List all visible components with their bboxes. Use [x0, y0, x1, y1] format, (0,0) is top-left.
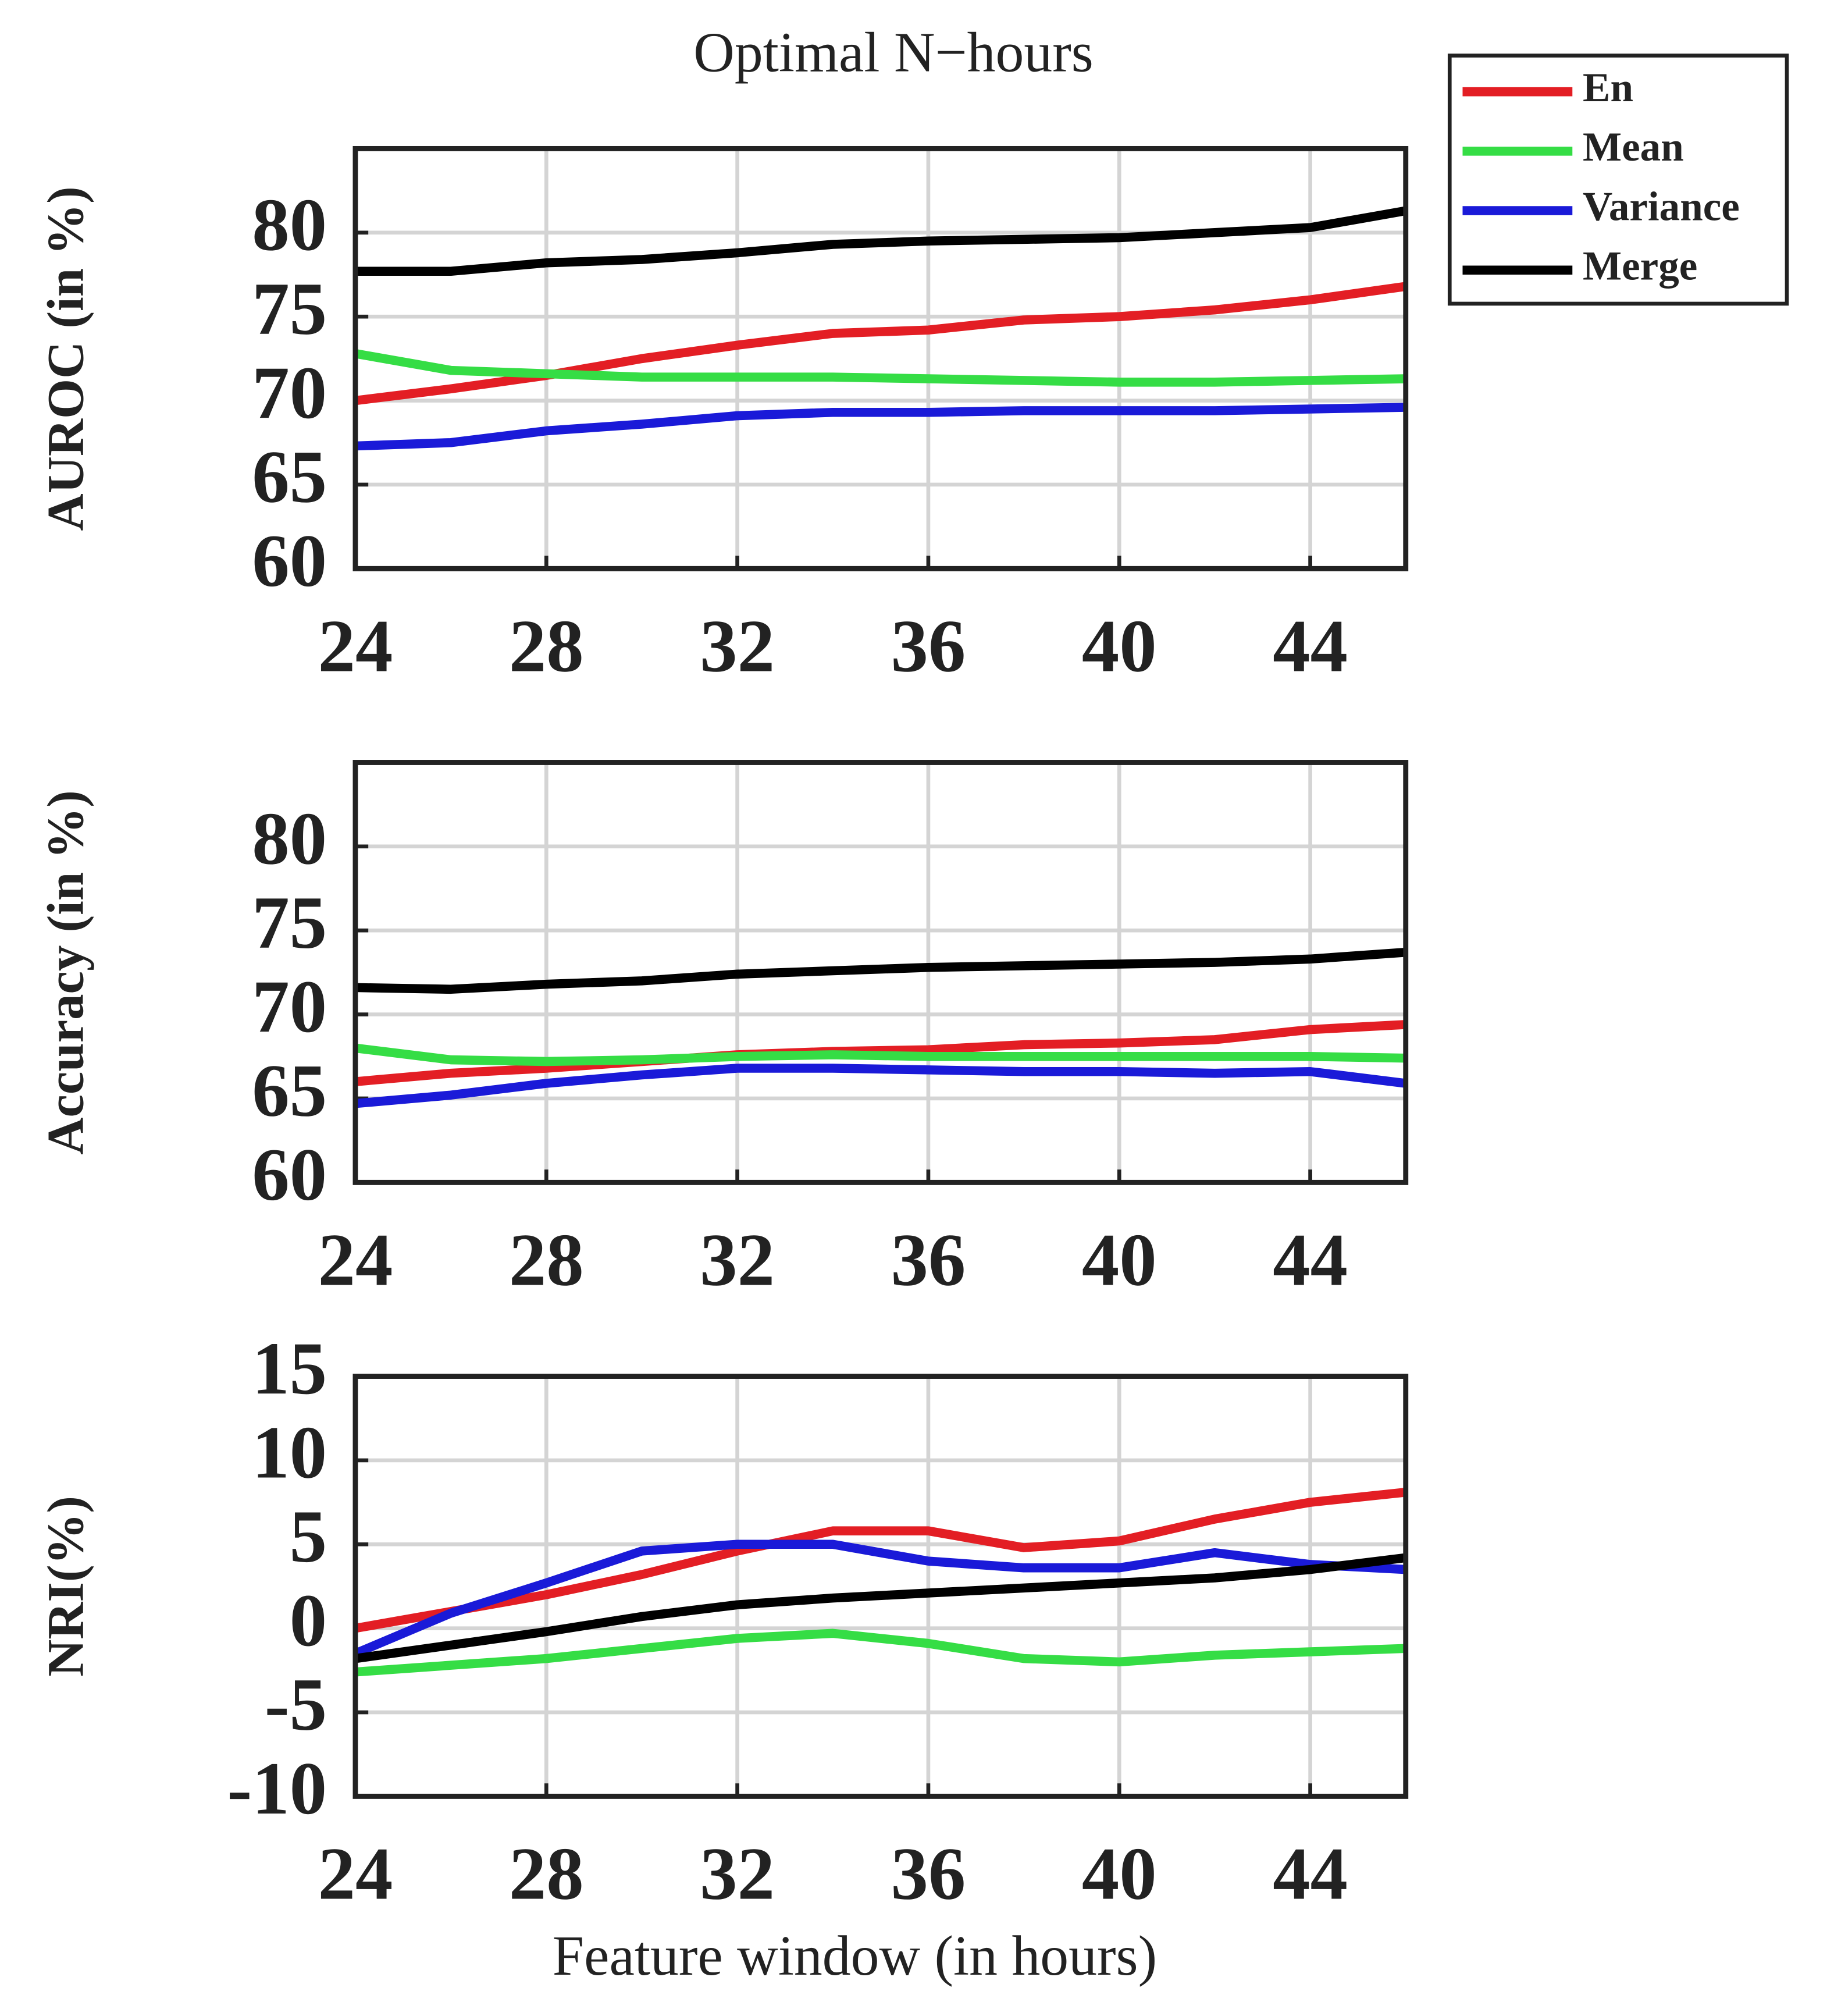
- y-tick-label: 5: [290, 1495, 327, 1578]
- x-tick-label: 40: [1082, 604, 1157, 687]
- series-line: [355, 948, 1406, 994]
- plot-area: [355, 148, 1406, 569]
- legend-label: Variance: [1583, 184, 1740, 229]
- x-tick-label: 44: [1273, 1218, 1348, 1302]
- legend-label: En: [1583, 65, 1633, 111]
- y-tick-label: 70: [252, 351, 327, 434]
- x-tick-label: 24: [318, 1832, 393, 1915]
- y-tick-label: 75: [252, 881, 327, 964]
- plot-frame: [352, 145, 1409, 571]
- series-line: [355, 403, 1406, 451]
- legend-label: Mean: [1583, 125, 1684, 170]
- x-tick-label: 28: [509, 1832, 584, 1915]
- x-tick-label: 36: [891, 604, 966, 687]
- series-line: [354, 349, 1406, 387]
- plot-frame: [352, 760, 1409, 1185]
- legend-box: [1447, 54, 1789, 306]
- y-axis-label: Accuracy (in %): [38, 790, 95, 1155]
- x-tick-label: 24: [318, 1218, 393, 1302]
- y-tick-label: 75: [252, 267, 327, 350]
- series-line: [355, 1020, 1406, 1086]
- x-tick-label: 28: [509, 604, 584, 687]
- chart-title: Optimal N−hours: [693, 21, 1094, 84]
- x-tick-label: 32: [700, 1832, 775, 1915]
- y-tick-label: 0: [290, 1578, 327, 1662]
- x-tick-label: 28: [509, 1218, 584, 1302]
- series-line: [355, 206, 1407, 276]
- x-tick-label: 40: [1082, 1218, 1157, 1302]
- x-tick-label: 44: [1273, 1832, 1348, 1915]
- y-tick-label: 70: [252, 965, 327, 1048]
- plot-frame: [352, 1374, 1409, 1799]
- x-tick-label: 36: [891, 1832, 966, 1915]
- x-tick-label: 36: [891, 1218, 966, 1302]
- plot-area: [355, 1376, 1406, 1797]
- series-line: [353, 1539, 1406, 1658]
- y-tick-label: 15: [252, 1327, 327, 1410]
- series-line: [354, 1488, 1406, 1633]
- y-tick-label: -10: [227, 1747, 327, 1830]
- series-line: [355, 1629, 1406, 1677]
- y-tick-label: 80: [252, 797, 327, 880]
- series-line: [355, 1064, 1406, 1108]
- series-line: [355, 1043, 1406, 1066]
- x-axis-label: Feature window (in hours): [553, 1925, 1157, 1987]
- y-axis-label: AUROC (in %): [38, 186, 95, 531]
- y-tick-label: 60: [252, 519, 327, 602]
- y-tick-label: 80: [252, 183, 327, 266]
- y-tick-label: 60: [252, 1133, 327, 1216]
- y-tick-label: 10: [252, 1410, 327, 1494]
- y-axis-label: NRI(%): [38, 1496, 95, 1677]
- x-tick-label: 44: [1273, 604, 1348, 687]
- series-line: [354, 1553, 1406, 1663]
- y-tick-label: 65: [252, 435, 327, 518]
- legend-label: Merge: [1583, 244, 1697, 289]
- x-tick-label: 40: [1082, 1832, 1157, 1915]
- x-tick-label: 32: [700, 1218, 775, 1302]
- y-tick-label: -5: [265, 1663, 327, 1746]
- x-tick-label: 24: [318, 604, 393, 687]
- y-tick-label: 65: [252, 1049, 327, 1132]
- x-tick-label: 32: [700, 604, 775, 687]
